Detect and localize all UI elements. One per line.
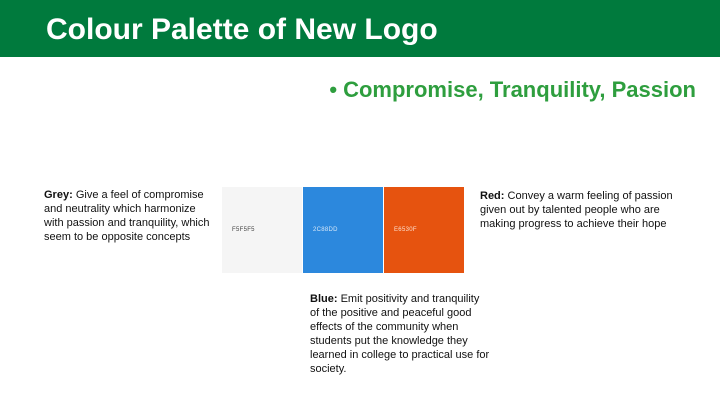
swatch-red-hex: E6530F (394, 227, 417, 233)
blue-label: Blue: (310, 293, 338, 305)
red-text: Convey a warm feeling of passion given o… (480, 190, 673, 230)
swatch-blue-hex: 2C88DD (313, 227, 338, 233)
page-title: Colour Palette of New Logo (46, 13, 438, 47)
subtitle: • Compromise, Tranquility, Passion (329, 76, 696, 104)
blue-text: Emit positivity and tranquility of the p… (310, 293, 489, 375)
red-label: Red: (480, 190, 504, 202)
header-bar: Colour Palette of New Logo (0, 0, 720, 57)
swatch-grey-hex: F5F5F5 (232, 227, 255, 233)
red-description: Red: Convey a warm feeling of passion gi… (480, 189, 680, 231)
bullet-glyph: • (329, 77, 337, 102)
grey-label: Grey: (44, 189, 73, 201)
colour-swatches: F5F5F5 2C88DD E6530F (222, 187, 464, 273)
grey-description: Grey: Give a feel of compromise and neut… (44, 188, 216, 244)
swatch-blue: 2C88DD (303, 187, 383, 273)
subtitle-text: Compromise, Tranquility, Passion (343, 77, 696, 102)
swatch-grey: F5F5F5 (222, 187, 302, 273)
swatch-red: E6530F (384, 187, 464, 273)
blue-description: Blue: Emit positivity and tranquility of… (310, 292, 490, 376)
